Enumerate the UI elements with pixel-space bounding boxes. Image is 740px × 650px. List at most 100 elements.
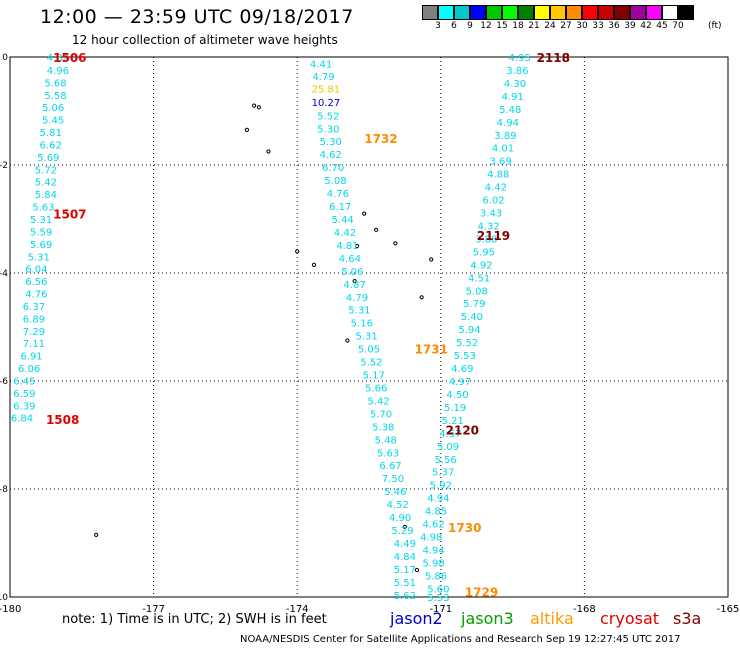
pass-time-label: 1731 bbox=[415, 343, 448, 357]
wave-height-value: 4.49 bbox=[394, 539, 416, 550]
wave-height-value: 4.57 bbox=[439, 429, 461, 440]
legend-swatch bbox=[678, 5, 694, 20]
pass-time-label: 1732 bbox=[364, 132, 397, 146]
legend-tick: 9 bbox=[467, 21, 473, 31]
wave-height-value: 5.05 bbox=[358, 345, 380, 356]
legend-tick: 3 bbox=[435, 21, 441, 31]
legend-swatch bbox=[646, 5, 662, 20]
island-marker bbox=[362, 211, 367, 216]
legend-tick: 12 bbox=[480, 21, 492, 31]
wave-height-value: 4.97 bbox=[449, 377, 471, 388]
legend-swatch bbox=[502, 5, 518, 20]
map-frame bbox=[9, 56, 729, 598]
island-marker bbox=[419, 295, 424, 300]
x-tick-label: -174 bbox=[286, 604, 309, 615]
wave-height-value: 6.89 bbox=[23, 314, 45, 325]
wave-height-value: 25.81 bbox=[312, 84, 341, 95]
wave-height-value: 7.50 bbox=[382, 474, 404, 485]
wave-height-value: 5.58 bbox=[44, 91, 66, 102]
wave-height-value: 4.94 bbox=[427, 494, 449, 505]
wave-height-value: 5.19 bbox=[444, 403, 466, 414]
wave-height-value: 3.86 bbox=[506, 66, 528, 77]
wave-height-value: 5.48 bbox=[499, 105, 521, 116]
wave-height-value: 5.66 bbox=[365, 383, 387, 394]
wave-height-value: 7.29 bbox=[23, 327, 45, 338]
wave-height-value: 5.09 bbox=[437, 442, 459, 453]
wave-height-value: 5.08 bbox=[324, 176, 346, 187]
wave-height-value: 4.62 bbox=[422, 520, 444, 531]
wave-height-value: 5.52 bbox=[317, 111, 339, 122]
wave-height-value: 5.62 bbox=[394, 591, 416, 602]
wave-height-value: 5.45 bbox=[42, 116, 64, 127]
wave-height-value: 5.52 bbox=[456, 338, 478, 349]
x-tick-label: -165 bbox=[717, 604, 740, 615]
pass-time-label: 1507 bbox=[53, 208, 86, 222]
wave-height-value: 5.48 bbox=[375, 435, 397, 446]
wave-height-value: 4.96 bbox=[47, 66, 69, 77]
legend-tick: 21 bbox=[528, 21, 540, 31]
wave-height-value: 5.70 bbox=[370, 409, 392, 420]
y-tick-label: 0 bbox=[2, 53, 8, 63]
wave-height-value: 5.30 bbox=[320, 137, 342, 148]
wave-height-value: 4.85 bbox=[425, 507, 447, 518]
wave-height-value: 6.59 bbox=[13, 389, 35, 400]
wave-height-value: 4.94 bbox=[422, 545, 444, 556]
wave-height-value: 6.06 bbox=[18, 364, 40, 375]
wave-height-value: 4.41 bbox=[310, 59, 332, 70]
wave-height-value: 5.37 bbox=[432, 468, 454, 479]
wave-height-value: 5.72 bbox=[35, 165, 57, 176]
legend-tick: 36 bbox=[608, 21, 620, 31]
legend-tick: 27 bbox=[560, 21, 572, 31]
island-marker bbox=[94, 532, 99, 538]
y-tick-label: -4 bbox=[0, 269, 8, 279]
legend-swatch bbox=[422, 5, 438, 20]
y-tick-label: -2 bbox=[0, 161, 8, 171]
wave-height-value: 5.31 bbox=[30, 215, 52, 226]
island-marker bbox=[352, 279, 357, 284]
island-marker bbox=[244, 127, 250, 132]
wave-height-value: 5.40 bbox=[461, 312, 483, 323]
mission-jason2: jason2 bbox=[390, 609, 443, 628]
mission-jason3: jason3 bbox=[461, 609, 514, 628]
wave-height-value: 5.38 bbox=[372, 422, 394, 433]
wave-height-value: 6.84 bbox=[11, 414, 33, 425]
legend-tick: 15 bbox=[496, 21, 508, 31]
x-tick-label: -171 bbox=[429, 604, 452, 615]
island-marker bbox=[345, 338, 350, 343]
wave-height-value: 4.76 bbox=[25, 290, 47, 301]
island-marker bbox=[429, 257, 434, 262]
wave-height-value: 5.84 bbox=[35, 190, 57, 201]
legend-swatch bbox=[582, 5, 598, 20]
pass-time-label: 1508 bbox=[46, 413, 79, 427]
wave-height-value: 5.92 bbox=[430, 481, 452, 492]
legend-tick: 45 bbox=[656, 21, 668, 31]
wave-height-value: 5.98 bbox=[422, 558, 444, 569]
wave-height-value: 4.62 bbox=[320, 150, 342, 161]
legend-tick: 33 bbox=[592, 21, 604, 31]
island-marker bbox=[256, 105, 262, 110]
wave-height-value: 4.42 bbox=[485, 183, 507, 194]
pass-time-label: 2120 bbox=[446, 424, 479, 438]
wave-height-value: 4.87 bbox=[344, 280, 366, 291]
legend-tick: 42 bbox=[640, 21, 652, 31]
x-tick-label: -180 bbox=[0, 604, 21, 615]
wave-height-value: 5.46 bbox=[384, 487, 406, 498]
wave-height-value: 5.63 bbox=[377, 448, 399, 459]
wave-height-value: 5.53 bbox=[427, 593, 449, 604]
x-tick-label: -177 bbox=[142, 604, 165, 615]
legend-tick: 18 bbox=[512, 21, 524, 31]
legend-tick: 39 bbox=[624, 21, 636, 31]
x-tick-label: -168 bbox=[573, 604, 596, 615]
wave-height-value: 5.53 bbox=[454, 351, 476, 362]
wave-height-value: 5.94 bbox=[458, 325, 480, 336]
map-subtitle: 12 hour collection of altimeter wave hei… bbox=[72, 33, 338, 47]
legend-swatch bbox=[630, 5, 646, 20]
wave-height-value: 4.52 bbox=[387, 500, 409, 511]
wave-height-value: 5.69 bbox=[30, 240, 52, 251]
wave-height-value: 10.27 bbox=[312, 98, 341, 109]
wave-height-value: 4.82 bbox=[47, 53, 69, 64]
y-tick-label: -10 bbox=[0, 593, 8, 603]
wave-height-value: 5.30 bbox=[317, 124, 339, 135]
island-marker bbox=[393, 241, 398, 246]
wave-height-value: 5.81 bbox=[40, 128, 62, 139]
